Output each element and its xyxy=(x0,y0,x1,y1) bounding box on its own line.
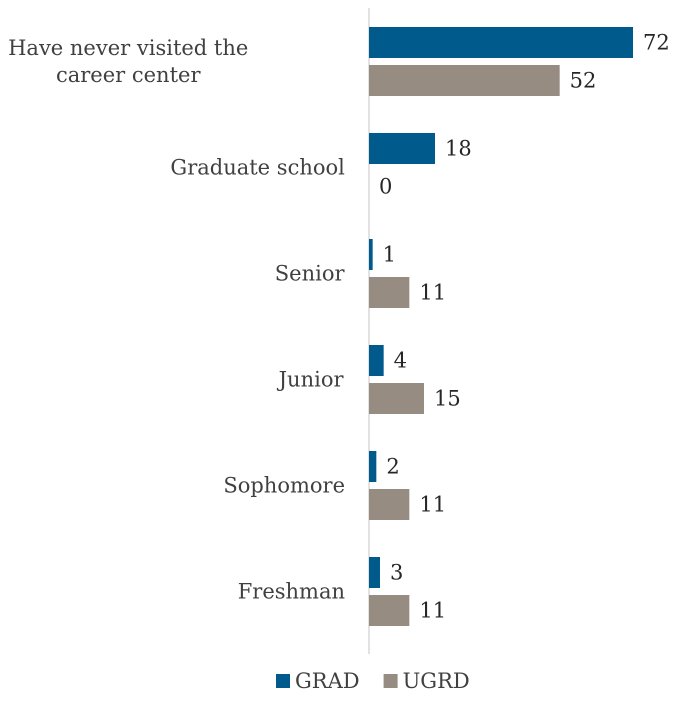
legend-swatch-grad xyxy=(276,674,290,688)
category-label: Sophomore xyxy=(223,473,345,497)
legend: GRAD UGRD xyxy=(276,669,470,693)
data-label: 11 xyxy=(419,281,446,305)
category-label: Graduate school xyxy=(170,155,345,179)
bar-ugrd xyxy=(369,277,410,308)
bar-grad xyxy=(369,451,377,482)
legend-label-ugrd: UGRD xyxy=(403,669,470,693)
bars-layer xyxy=(368,8,633,654)
legend-swatch-ugrd xyxy=(383,674,398,688)
bar-ugrd xyxy=(369,489,410,520)
bar-grad xyxy=(369,27,633,58)
category-label: Have never visited the career center xyxy=(8,36,248,87)
data-label: 11 xyxy=(419,599,446,623)
bar-ugrd xyxy=(369,595,410,626)
data-label: 18 xyxy=(445,137,472,161)
category-label: Senior xyxy=(275,261,346,285)
bar-grad xyxy=(369,133,435,164)
legend-label-grad: GRAD xyxy=(295,669,360,693)
bar-grad xyxy=(369,239,373,270)
bar-ugrd xyxy=(369,383,424,414)
bar-grad xyxy=(369,557,380,588)
data-label: 72 xyxy=(643,31,670,55)
data-label: 4 xyxy=(394,349,407,373)
data-label: 2 xyxy=(386,455,399,479)
data-label: 15 xyxy=(434,387,461,411)
labels-layer: Have never visited the career center 72 52 G… xyxy=(8,31,670,623)
data-label: 0 xyxy=(379,175,392,199)
category-label: Junior xyxy=(277,367,345,391)
bar-ugrd xyxy=(369,65,560,96)
data-label: 11 xyxy=(419,493,446,517)
category-label: Freshman xyxy=(238,579,345,603)
data-label: 3 xyxy=(390,561,403,585)
data-label: 52 xyxy=(570,69,597,93)
data-label: 1 xyxy=(383,243,396,267)
bar-grad xyxy=(369,345,384,376)
